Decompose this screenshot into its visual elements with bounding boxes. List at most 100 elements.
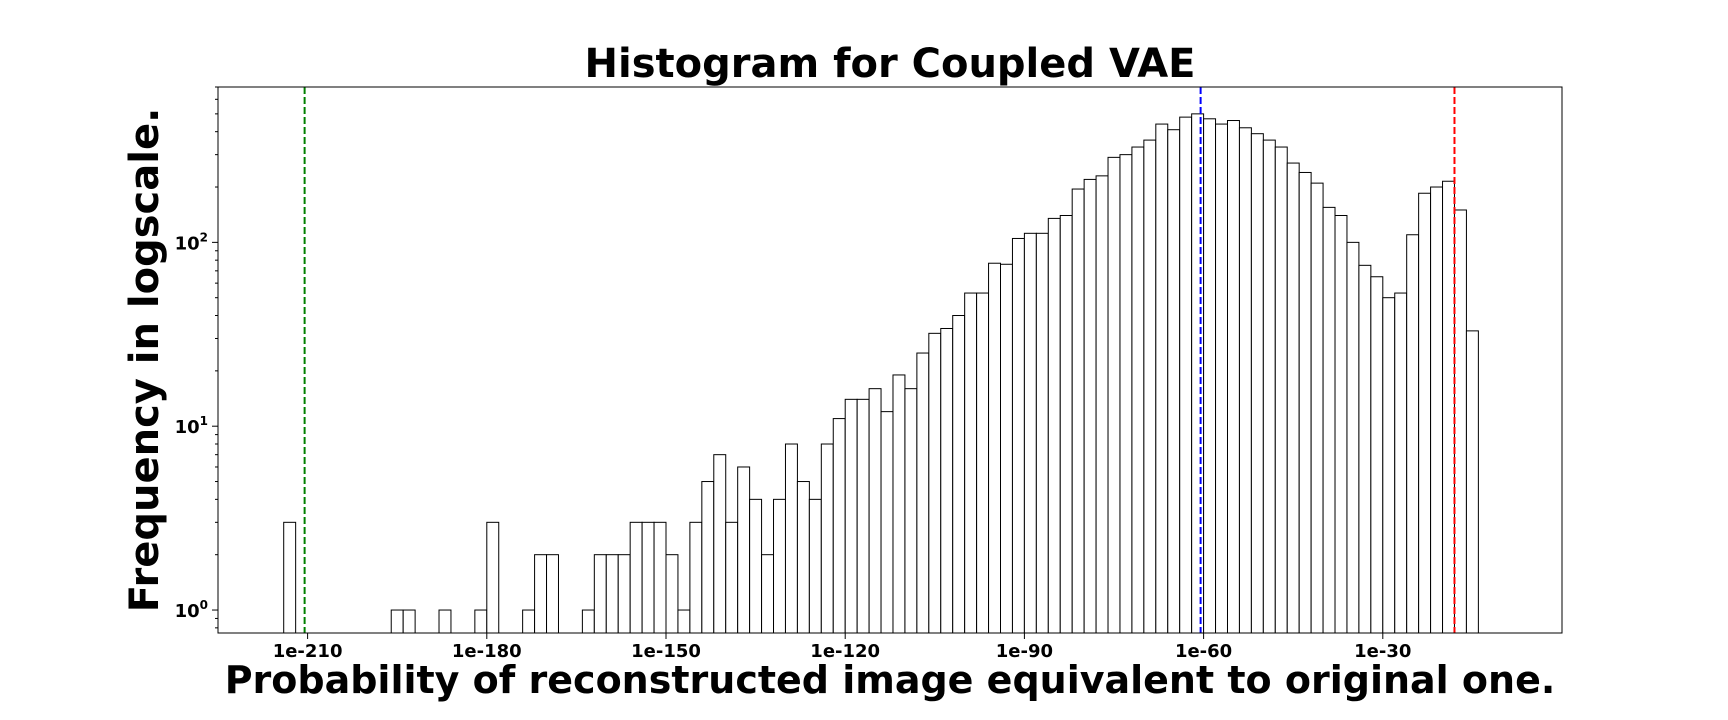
histogram-bar: [1346, 241, 1360, 634]
histogram-bar: [916, 352, 930, 634]
histogram-bar: [1442, 180, 1455, 634]
x-tick-label: 1e-90: [996, 641, 1053, 662]
histogram-bar: [1011, 237, 1025, 634]
histogram-bar: [904, 388, 918, 634]
histogram-bar: [1215, 123, 1228, 634]
histogram-bar: [1406, 234, 1420, 634]
x-tick-label: 1e-210: [273, 641, 343, 662]
histogram-bar: [486, 521, 500, 634]
histogram-bar: [617, 554, 631, 634]
bars-group: [283, 113, 1479, 634]
histogram-bar: [713, 454, 727, 634]
histogram-bar: [689, 521, 703, 634]
histogram-bar: [1322, 206, 1336, 634]
histogram-bar: [629, 521, 643, 634]
histogram-bar: [1143, 139, 1157, 634]
histogram-bar: [832, 418, 846, 634]
histogram-bar: [1310, 182, 1324, 634]
x-axis-label: Probability of reconstructed image equiv…: [225, 658, 1556, 702]
histogram-bar: [641, 521, 655, 634]
x-tick-label: 1e-120: [810, 641, 880, 662]
histogram-bar: [976, 292, 990, 634]
histogram-bar: [390, 609, 404, 634]
histogram-bar: [784, 443, 798, 634]
histogram-bar: [593, 554, 607, 634]
histogram-bar: [665, 554, 679, 634]
histogram-bar: [868, 388, 882, 634]
histogram-bar: [1394, 292, 1408, 634]
histogram-bar: [796, 481, 810, 634]
histogram-bar: [892, 374, 906, 634]
histogram-bar: [1274, 146, 1288, 634]
x-tick-label: 1e-150: [631, 641, 701, 662]
histogram-bar: [880, 411, 894, 634]
histogram-bar: [1023, 232, 1037, 634]
y-tick-label: 100: [175, 598, 208, 622]
reference-lines-group: [303, 87, 1456, 633]
histogram-bar: [1191, 113, 1205, 634]
chart-title: Histogram for Coupled VAE: [585, 41, 1196, 87]
histogram-bar: [1334, 214, 1348, 634]
histogram-bar: [1107, 156, 1121, 634]
histogram-bar: [1047, 217, 1061, 634]
histogram-bar: [1095, 175, 1109, 634]
histogram-bar: [474, 609, 488, 634]
histogram-bar: [1250, 133, 1264, 634]
histogram-bar: [701, 481, 715, 634]
histogram-bar: [1430, 186, 1444, 634]
histogram-bar: [1358, 264, 1372, 634]
histogram-bar: [1226, 120, 1240, 634]
histogram-bar: [940, 327, 954, 634]
histogram-bar: [283, 521, 297, 634]
histogram-bar: [964, 292, 978, 634]
histogram-bar: [1131, 146, 1145, 634]
histogram-bar: [1382, 297, 1396, 634]
plot-frame: [217, 86, 1563, 634]
x-tick-label: 1e-180: [452, 641, 522, 662]
histogram-bar: [1119, 154, 1133, 634]
histogram-bar: [773, 498, 786, 634]
histogram-bar: [952, 315, 966, 634]
histogram-bar: [1179, 116, 1193, 634]
histogram-bar: [581, 609, 595, 634]
histogram-bar: [1465, 330, 1479, 634]
histogram-bar: [534, 554, 548, 634]
histogram-bar: [438, 609, 452, 634]
histogram-bar: [928, 332, 942, 634]
y-axis-ticks: 100 101 102: [175, 86, 218, 629]
histogram-bar: [1453, 209, 1467, 634]
histogram-bar: [1203, 118, 1217, 634]
histogram-bar: [761, 554, 775, 634]
histogram-bar: [605, 554, 619, 634]
x-tick-label: 1e-60: [1175, 641, 1232, 662]
histogram-bar: [1000, 263, 1013, 634]
histogram-bar: [808, 498, 822, 634]
histogram-bar: [1370, 276, 1384, 634]
y-tick-label: 102: [175, 230, 208, 254]
histogram-bar: [1262, 139, 1276, 634]
histogram-bar: [522, 609, 536, 634]
histogram-bar: [1059, 214, 1073, 634]
y-tick-label: 101: [175, 414, 208, 438]
histogram-bar: [1071, 188, 1085, 634]
histogram-bar: [820, 443, 834, 634]
histogram-bar: [1298, 171, 1312, 634]
x-axis-ticks: 1e-210 1e-180 1e-150 1e-120 1e-90 1e-60 1e-30: [273, 633, 1411, 662]
histogram-bar: [725, 521, 739, 634]
histogram-bar: [1167, 129, 1181, 634]
x-tick-label: 1e-30: [1354, 641, 1411, 662]
histogram-bar: [1418, 192, 1432, 634]
histogram-bar: [1238, 127, 1252, 634]
histogram-bar: [749, 498, 763, 634]
histogram-bar: [1083, 178, 1097, 634]
histogram-bar: [402, 609, 416, 634]
histogram-bar: [988, 262, 1002, 634]
histogram-bar: [653, 521, 667, 634]
histogram-bar: [737, 466, 751, 634]
histogram-bar: [1286, 162, 1300, 634]
histogram-bar: [546, 554, 559, 634]
histogram-bar: [1035, 232, 1049, 634]
y-axis-label: Frequency in logscale.: [122, 108, 168, 613]
histogram-bar: [844, 398, 858, 634]
